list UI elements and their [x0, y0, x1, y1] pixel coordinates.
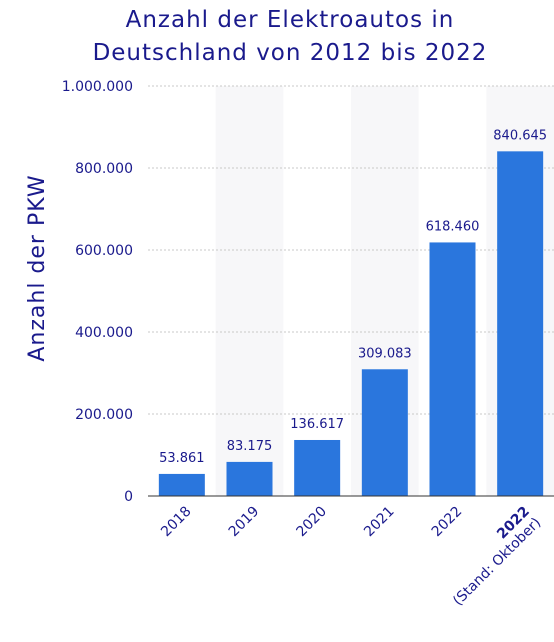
y-tick-label: 400.000: [75, 325, 133, 341]
data-label: 618.460: [426, 219, 480, 234]
chart-title-line-1: Anzahl der Elektroautos in: [126, 7, 455, 33]
x-tick-label: 2019: [226, 504, 263, 541]
bar: [429, 242, 476, 496]
value-labels: 53.861 83.175 136.617 309.083 618.460 840.645: [159, 128, 547, 466]
bar: [226, 461, 273, 496]
y-tick-label: 600.000: [75, 243, 133, 259]
data-label: 136.617: [290, 417, 344, 432]
y-tick-label: 800.000: [75, 161, 133, 177]
bars: [158, 151, 544, 496]
y-axis-label: Anzahl der PKW: [25, 174, 50, 361]
background-band: [215, 86, 284, 496]
x-tick-label: 2020: [293, 504, 330, 541]
y-tick-label: 1.000.000: [62, 79, 133, 95]
chart-title-line-2: Deutschland von 2012 bis 2022: [93, 40, 488, 66]
x-tick-label: 2018: [158, 504, 195, 541]
data-label: 53.861: [159, 451, 205, 466]
bar: [158, 473, 205, 496]
data-label: 840.645: [493, 128, 547, 143]
x-axis-ticks: 2018 2019 2020 2021 2022 2022(Stand: Oktober): [158, 504, 544, 610]
y-tick-label: 0: [124, 489, 133, 505]
y-tick-label: 200.000: [75, 407, 133, 423]
bar: [294, 439, 341, 496]
data-label: 83.175: [227, 439, 273, 454]
y-axis-ticks: 0 200.000 400.000 600.000 800.000 1.000.000: [62, 79, 133, 505]
bar: [361, 369, 408, 496]
x-tick-label: 2021: [361, 504, 398, 541]
x-tick-label: 2022: [429, 504, 466, 541]
bar: [497, 151, 544, 496]
data-label: 309.083: [358, 346, 412, 361]
